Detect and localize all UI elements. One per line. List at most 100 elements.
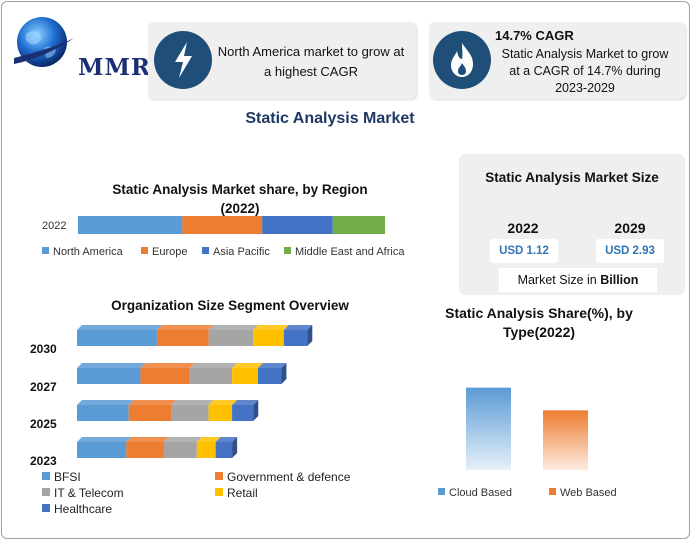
org-year-label: 2025 [30, 417, 57, 431]
page-title: Static Analysis Market [245, 110, 415, 127]
org-bar-healthcare [232, 405, 254, 421]
region-legend: North America Europe Asia Pacific Middle Ea… [42, 246, 422, 262]
org-bar-side [307, 325, 313, 346]
legend-item-it-telecom: IT & Telecom [42, 486, 124, 500]
type-chart [466, 387, 588, 470]
org-bar-side [253, 400, 259, 421]
globe-icon [14, 17, 74, 67]
legend-item-europe: Europe [141, 246, 187, 258]
legend-item-government-defence: Government & defence [215, 470, 350, 484]
market-size-value: USD 2.93 [596, 239, 664, 263]
type-bar-cloud-based [466, 387, 511, 470]
region-bar-middle-east-and-africa [332, 216, 385, 234]
org-bar-government-defence [140, 368, 190, 384]
legend-item-bfsi: BFSI [42, 470, 81, 484]
org-bar-top-bfsi [77, 325, 162, 330]
org-bar-bfsi [77, 442, 127, 458]
org-bar-retail [253, 330, 284, 346]
card-text-line: North America market to grow at [217, 44, 405, 59]
market-size-box: Static Analysis Market Size 2022 2029 US… [459, 154, 685, 295]
org-legend: BFSI Government & defence IT & Telecom Reta… [42, 470, 402, 520]
legend-item-north-america: North America [42, 246, 123, 258]
market-size-title: Static Analysis Market Size [485, 170, 659, 185]
brand-logo: MMR [12, 14, 150, 81]
org-year-label: 2027 [30, 380, 57, 394]
org-bar-top-bfsi [77, 363, 146, 368]
org-bar-it-telecom [171, 405, 209, 421]
legend-label: Europe [152, 246, 188, 258]
legend-swatch [42, 247, 49, 254]
flame-icon [433, 31, 491, 89]
card-text-line: at a CAGR of 14.7% during [509, 64, 661, 78]
market-size-year: 2029 [614, 220, 646, 236]
legend-swatch [42, 488, 50, 496]
region-category-label: 2022 [42, 220, 66, 232]
type-chart-title-line1: Static Analysis Share(%), by [445, 305, 633, 321]
legend-item-healthcare: Healthcare [42, 502, 112, 516]
legend-swatch [202, 247, 209, 254]
org-bar-top-government-defence [140, 363, 195, 368]
region-chart-title: Static Analysis Market share, by Region … [100, 180, 380, 218]
legend-swatch [549, 488, 556, 495]
region-bar-north-america [78, 216, 183, 234]
org-bar-bfsi [77, 330, 157, 346]
lightning-icon [154, 31, 212, 89]
legend-label: Government & defence [227, 470, 351, 484]
org-bar-retail [208, 405, 233, 421]
org-bar-government-defence [128, 405, 171, 421]
legend-item-middle-east-and-africa: Middle East and Africa [284, 246, 404, 258]
legend-label: Retail [227, 486, 258, 500]
org-bar-retail [196, 442, 216, 458]
org-bar-bfsi [77, 368, 141, 384]
org-bar-government-defence [126, 442, 164, 458]
org-bar-side [232, 437, 238, 458]
legend-label: Middle East and Africa [295, 246, 405, 258]
org-bar-top-government-defence [156, 325, 214, 330]
legend-label: Healthcare [54, 502, 113, 516]
org-bar-healthcare [215, 442, 233, 458]
org-bar-it-telecom [189, 368, 233, 384]
org-bar-top-it-telecom [189, 363, 238, 368]
org-bar-top-government-defence [126, 437, 169, 442]
highlight-card-cagr: 14.7% CAGR Static Analysis Market to gro… [429, 22, 685, 99]
region-bar-europe [182, 216, 263, 234]
org-chart-title: Organization Size Segment Overview [111, 298, 349, 313]
legend-label: Cloud Based [449, 487, 512, 499]
org-year-label: 2030 [30, 342, 57, 356]
org-bar-it-telecom [163, 442, 197, 458]
legend-swatch [215, 488, 223, 496]
org-bar-top-bfsi [77, 400, 134, 405]
market-size-unit-prefix: Market Size in [517, 273, 601, 287]
legend-label: Asia Pacific [213, 246, 270, 258]
legend-swatch [215, 472, 223, 480]
legend-swatch [438, 488, 445, 495]
org-bar-top-retail [196, 437, 221, 442]
region-chart: 2022 [42, 216, 385, 234]
legend-label: IT & Telecom [54, 486, 124, 500]
org-bar-top-retail [232, 363, 263, 368]
market-size-value: USD 1.12 [490, 239, 558, 263]
legend-label: BFSI [54, 470, 81, 484]
org-bar-top-it-telecom [208, 325, 259, 330]
org-bar-top-healthcare [232, 400, 259, 405]
org-bar-top-bfsi [77, 437, 132, 442]
org-bar-top-government-defence [128, 400, 176, 405]
region-bar-asia-pacific [262, 216, 333, 234]
market-size-unit: Market Size in Billion [499, 268, 657, 292]
region-chart-title-line2: (2022) [220, 201, 260, 216]
org-bar-top-it-telecom [163, 437, 202, 442]
cagr-heading: 14.7% CAGR [495, 28, 574, 43]
org-bar-top-retail [208, 400, 238, 405]
org-bar-top-healthcare [215, 437, 238, 442]
market-size-year: 2022 [507, 220, 539, 236]
highlight-card-north-america: North America market to grow at a highes… [148, 22, 416, 99]
region-chart-title-line1: Static Analysis Market share, by Region [112, 182, 368, 197]
org-bar-government-defence [156, 330, 209, 346]
org-bar-healthcare [283, 330, 308, 346]
card-text-line: a highest CAGR [264, 64, 358, 79]
brand-name: MMR [78, 54, 152, 81]
legend-swatch [42, 504, 50, 512]
org-bar-it-telecom [208, 330, 254, 346]
org-bar-bfsi [77, 405, 129, 421]
